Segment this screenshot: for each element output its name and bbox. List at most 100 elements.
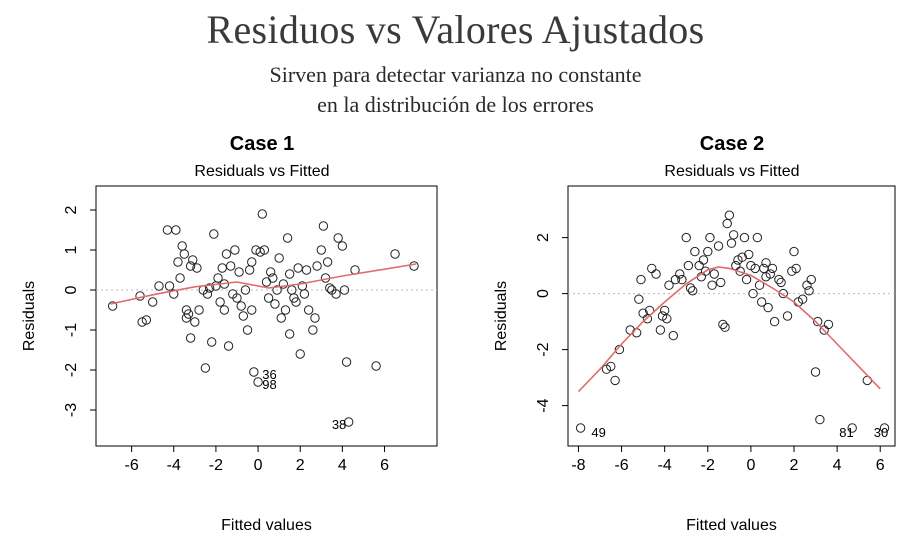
data-point <box>720 322 730 332</box>
data-point <box>774 274 784 285</box>
data-point <box>280 305 291 315</box>
data-point <box>823 319 834 330</box>
data-point <box>234 267 244 277</box>
data-point <box>291 297 301 307</box>
slide-title: Residuos vs Valores Ajustados <box>206 7 705 52</box>
data-point <box>700 266 711 276</box>
data-point <box>185 261 196 271</box>
data-point <box>778 288 788 299</box>
data-point <box>147 297 158 307</box>
data-point <box>776 277 786 288</box>
data-point <box>274 253 284 263</box>
x-tick-label: 0 <box>746 457 755 474</box>
data-point <box>709 269 719 279</box>
plot-frame <box>567 185 896 447</box>
data-point <box>651 269 661 279</box>
y-tick-label: -2 <box>63 363 80 377</box>
data-point <box>713 241 724 251</box>
data-point <box>276 313 286 323</box>
data-point <box>299 289 310 299</box>
smooth-trend-line <box>110 263 417 305</box>
data-point <box>221 249 232 259</box>
data-point <box>333 233 343 243</box>
data-point <box>636 274 646 285</box>
data-point <box>242 325 253 335</box>
x-tick-label: 0 <box>254 457 263 474</box>
x-tick-label: 6 <box>380 457 389 474</box>
x-tick-label: -6 <box>124 457 138 474</box>
x-axis-label: Fitted values <box>221 517 312 534</box>
data-point <box>690 246 700 257</box>
y-tick-label: 0 <box>535 289 552 298</box>
data-point <box>847 423 857 433</box>
data-point <box>137 317 147 327</box>
x-tick-label: -2 <box>209 457 223 474</box>
data-point <box>337 241 348 251</box>
data-point <box>739 232 750 243</box>
outlier-label: 30 <box>874 425 888 440</box>
data-point <box>741 274 752 285</box>
data-point <box>278 279 289 289</box>
x-axis-label: Fitted values <box>686 517 777 534</box>
data-point <box>797 294 808 304</box>
data-point <box>253 377 263 387</box>
outlier-label: 36 <box>262 367 276 382</box>
data-point <box>688 286 698 296</box>
data-point <box>677 274 687 285</box>
data-point <box>225 261 236 271</box>
data-point <box>390 249 400 259</box>
data-point <box>282 233 293 243</box>
outlier-label: 98 <box>262 377 276 392</box>
data-point <box>232 293 242 303</box>
data-point <box>154 281 164 291</box>
data-point <box>707 280 717 290</box>
data-point <box>716 277 726 288</box>
data-point <box>107 301 118 311</box>
y-tick-label: 2 <box>63 205 80 214</box>
data-point <box>703 246 713 257</box>
data-point <box>683 260 694 271</box>
data-point <box>268 273 278 283</box>
x-tick-label: 6 <box>876 457 885 474</box>
data-point <box>791 263 801 274</box>
data-point <box>722 218 732 229</box>
data-point <box>767 263 778 274</box>
data-point <box>748 288 758 299</box>
data-point <box>272 285 282 295</box>
data-point <box>284 269 295 279</box>
x-tick-label: 4 <box>338 457 347 474</box>
y-tick-label: 0 <box>63 285 80 294</box>
data-point <box>141 315 152 325</box>
y-tick-label: 2 <box>535 233 552 242</box>
data-point <box>301 265 312 275</box>
data-point <box>763 302 773 313</box>
data-point <box>204 283 215 293</box>
data-point <box>409 261 419 271</box>
data-point <box>316 245 326 255</box>
data-point <box>610 375 620 386</box>
data-point <box>249 367 259 377</box>
data-point <box>737 252 747 262</box>
data-point <box>681 232 691 243</box>
data-point <box>192 263 202 273</box>
data-point <box>230 245 240 255</box>
data-point <box>164 281 175 291</box>
x-tick-label: -2 <box>701 457 715 474</box>
y-tick-label: -2 <box>535 342 552 356</box>
data-point <box>200 363 211 373</box>
data-point <box>662 314 672 324</box>
x-tick-label: 2 <box>296 457 305 474</box>
data-point <box>325 283 335 293</box>
data-point <box>685 283 696 293</box>
data-point <box>213 273 223 283</box>
data-point <box>728 230 739 240</box>
data-point <box>806 274 816 285</box>
outlier-label: 81 <box>839 425 853 440</box>
data-point <box>724 210 735 220</box>
data-point <box>295 349 305 359</box>
data-point <box>322 257 333 267</box>
data-point <box>310 313 320 323</box>
data-point <box>209 229 219 239</box>
data-point <box>236 301 246 311</box>
